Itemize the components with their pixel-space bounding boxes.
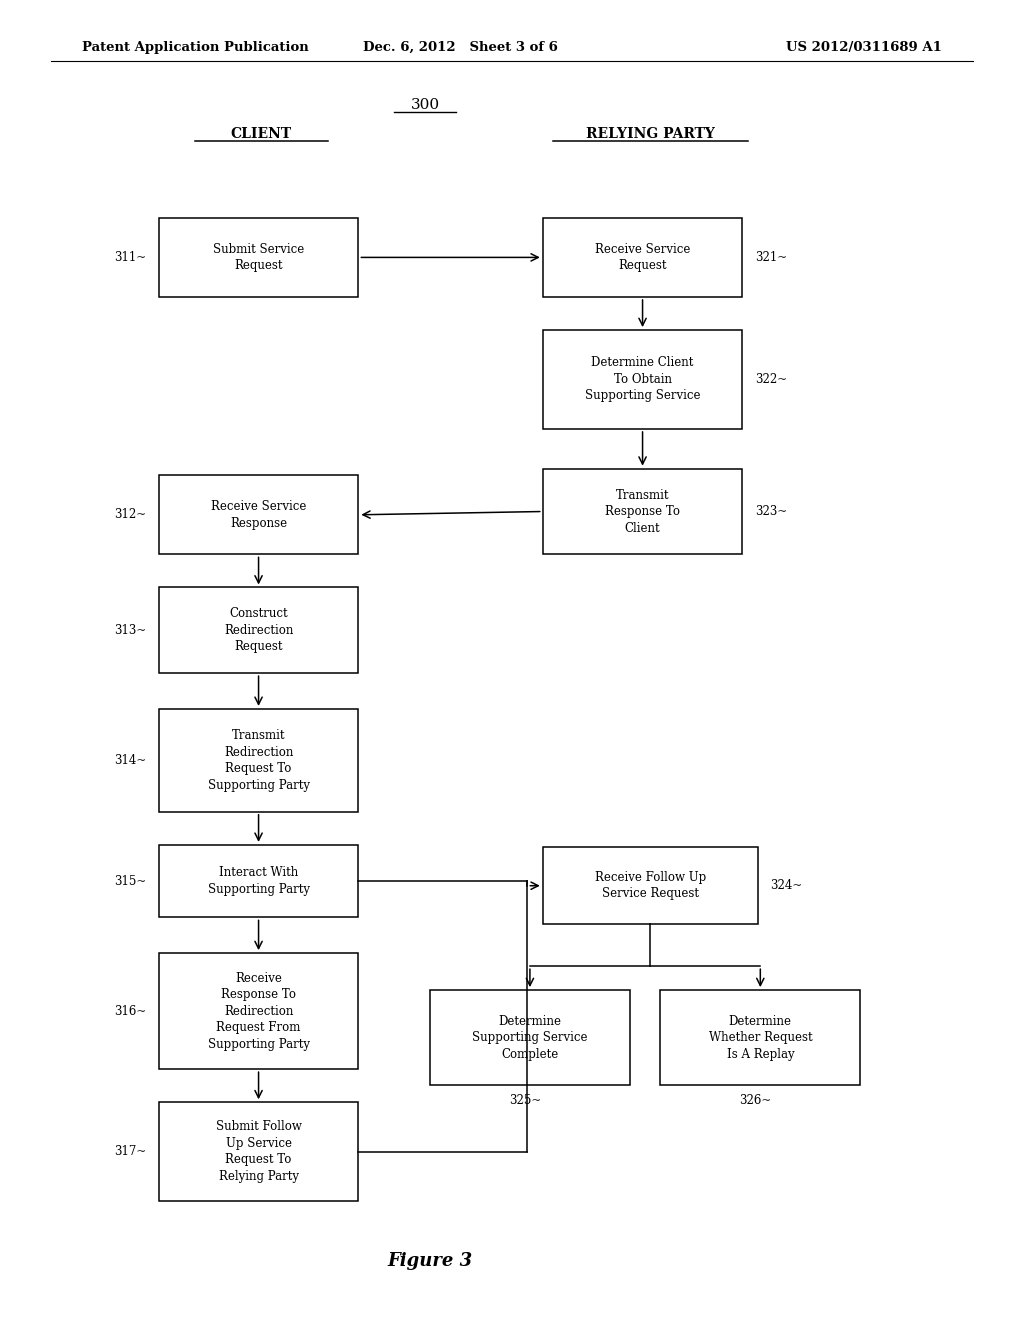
Bar (159, 587, 358, 673)
Bar (159, 845, 358, 917)
Text: 325~: 325~ (509, 1094, 541, 1107)
Text: Receive Service
Request: Receive Service Request (595, 243, 690, 272)
Text: 311~: 311~ (115, 251, 146, 264)
Text: Receive Service
Response: Receive Service Response (211, 500, 306, 529)
Bar (543, 218, 742, 297)
Text: 321~: 321~ (755, 251, 786, 264)
Text: Transmit
Redirection
Request To
Supporting Party: Transmit Redirection Request To Supporti… (208, 729, 309, 792)
Text: Submit Follow
Up Service
Request To
Relying Party: Submit Follow Up Service Request To Rely… (216, 1121, 301, 1183)
Text: Construct
Redirection
Request: Construct Redirection Request (224, 607, 293, 653)
Text: 313~: 313~ (115, 624, 146, 636)
Bar (543, 469, 742, 554)
Text: Transmit
Response To
Client: Transmit Response To Client (605, 488, 680, 535)
Bar (159, 218, 358, 297)
Text: Submit Service
Request: Submit Service Request (213, 243, 304, 272)
Text: Interact With
Supporting Party: Interact With Supporting Party (208, 866, 309, 896)
Text: CLIENT: CLIENT (230, 127, 292, 141)
Text: 315~: 315~ (115, 875, 146, 887)
Text: 316~: 316~ (115, 1005, 146, 1018)
Bar (159, 709, 358, 812)
Text: US 2012/0311689 A1: US 2012/0311689 A1 (786, 41, 942, 54)
Text: Determine Client
To Obtain
Supporting Service: Determine Client To Obtain Supporting Se… (585, 356, 700, 403)
Text: 317~: 317~ (115, 1146, 146, 1158)
Bar (660, 990, 860, 1085)
Text: 323~: 323~ (755, 506, 786, 517)
Bar (543, 330, 742, 429)
Text: 312~: 312~ (115, 508, 146, 521)
Text: Determine
Whether Request
Is A Replay: Determine Whether Request Is A Replay (709, 1015, 812, 1060)
Bar (430, 990, 630, 1085)
Text: Patent Application Publication: Patent Application Publication (82, 41, 308, 54)
Text: Receive Follow Up
Service Request: Receive Follow Up Service Request (595, 871, 706, 900)
Text: 314~: 314~ (115, 754, 146, 767)
Text: Receive
Response To
Redirection
Request From
Supporting Party: Receive Response To Redirection Request … (208, 972, 309, 1051)
Bar (159, 953, 358, 1069)
Bar (159, 475, 358, 554)
Text: 324~: 324~ (770, 879, 802, 892)
Bar (159, 1102, 358, 1201)
Text: Determine
Supporting Service
Complete: Determine Supporting Service Complete (472, 1015, 588, 1060)
Text: Dec. 6, 2012   Sheet 3 of 6: Dec. 6, 2012 Sheet 3 of 6 (364, 41, 558, 54)
Text: 300: 300 (411, 98, 439, 112)
Bar (543, 847, 758, 924)
Text: Figure 3: Figure 3 (387, 1251, 473, 1270)
Text: RELYING PARTY: RELYING PARTY (586, 127, 715, 141)
Text: 322~: 322~ (755, 374, 786, 385)
Text: 326~: 326~ (739, 1094, 771, 1107)
